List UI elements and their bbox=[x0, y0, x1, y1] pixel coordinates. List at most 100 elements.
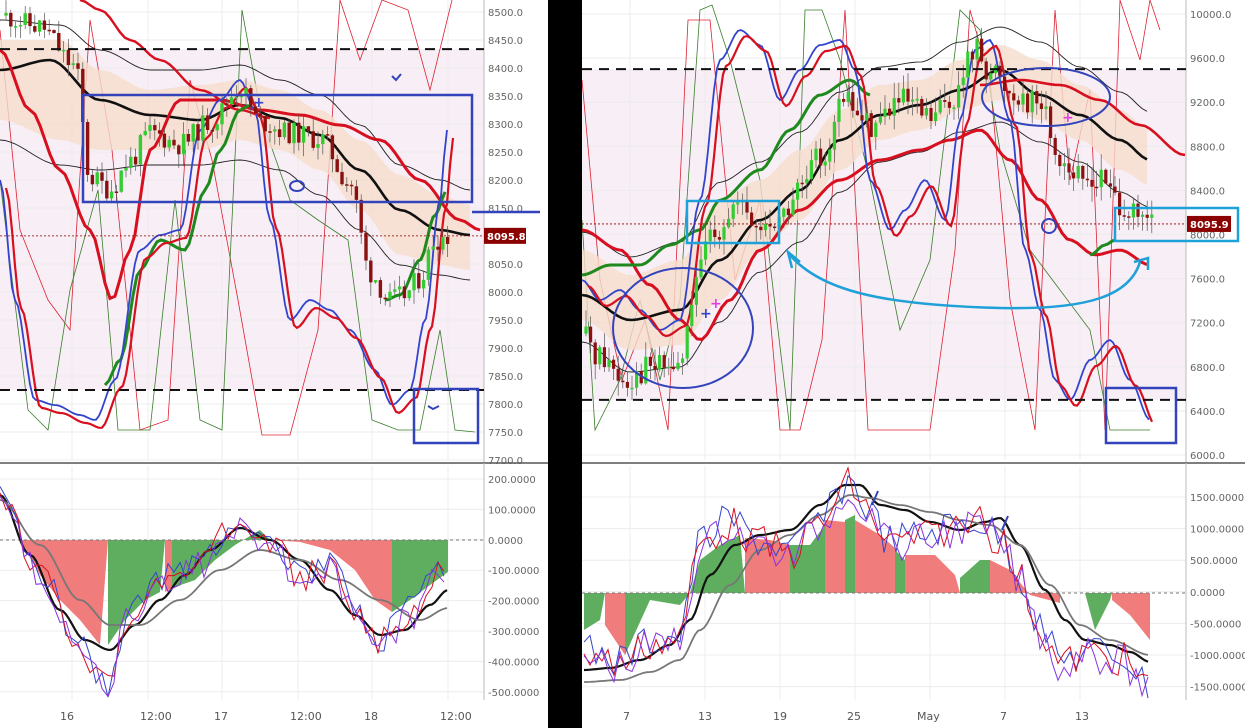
candle-body bbox=[297, 122, 301, 143]
candle-body bbox=[364, 232, 368, 261]
candle-body bbox=[345, 184, 349, 186]
price-tick-label: 8400.0 bbox=[1190, 186, 1225, 197]
osc-tick-label: 1000.0000 bbox=[1190, 525, 1244, 536]
price-tick-label: 6400.0 bbox=[1190, 407, 1225, 418]
candle-body bbox=[1012, 93, 1016, 101]
signal-gray bbox=[584, 494, 1149, 683]
candle-body bbox=[23, 13, 27, 25]
candle-body bbox=[736, 202, 740, 205]
price-tick-label: 6800.0 bbox=[1190, 363, 1225, 374]
osc-tick-label: -400.0000 bbox=[488, 657, 539, 668]
candle-body bbox=[287, 122, 291, 144]
fast-line bbox=[0, 486, 445, 698]
candle-body bbox=[229, 97, 234, 105]
band-fill bbox=[582, 45, 1147, 350]
candle-body bbox=[763, 223, 767, 231]
candle-body bbox=[369, 260, 373, 283]
candle-body bbox=[1099, 169, 1103, 188]
candle-body bbox=[28, 13, 32, 27]
candle-body bbox=[167, 139, 171, 148]
price-tick-label: 8150.0 bbox=[488, 204, 523, 215]
outer-band-lower bbox=[581, 121, 1148, 373]
candle-body bbox=[1026, 93, 1030, 113]
ma-green-thick bbox=[581, 78, 871, 277]
candle-body bbox=[625, 381, 629, 388]
candle-body bbox=[1053, 137, 1057, 155]
candle-body bbox=[33, 26, 37, 32]
candle-body bbox=[1016, 100, 1020, 105]
ma-red-top bbox=[979, 78, 1186, 157]
candle-body bbox=[1067, 163, 1071, 173]
candle-body bbox=[292, 122, 296, 144]
candle-body bbox=[277, 129, 282, 138]
ma-green-right bbox=[1089, 238, 1115, 257]
candle-body bbox=[929, 108, 933, 122]
candle-body bbox=[874, 122, 878, 137]
current-price-label: 8095.8 bbox=[487, 232, 526, 243]
price-tick-label: 7600.0 bbox=[1190, 275, 1225, 286]
candle-body bbox=[316, 144, 320, 148]
candle-body bbox=[1131, 203, 1135, 218]
candle-body bbox=[998, 65, 1002, 77]
candle-body bbox=[1072, 172, 1076, 179]
candle-body bbox=[1150, 214, 1154, 218]
osc-tick-label: 500.0000 bbox=[1190, 556, 1238, 567]
hist-negative bbox=[165, 540, 172, 592]
current-price-label: 8095.9 bbox=[1190, 220, 1229, 231]
time-tick-label: 12:00 bbox=[290, 710, 322, 723]
time-tick-label: 16 bbox=[60, 710, 74, 723]
price-tick-label: 7900.0 bbox=[488, 344, 523, 355]
price-tick-label: 8350.0 bbox=[488, 92, 523, 103]
candle-body bbox=[906, 88, 910, 102]
annotation-circle bbox=[289, 180, 305, 192]
candle-body bbox=[383, 297, 387, 300]
candle-body bbox=[865, 113, 869, 121]
candle-body bbox=[71, 63, 75, 66]
candle-body bbox=[1141, 214, 1145, 217]
candle-body bbox=[90, 174, 95, 185]
time-tick-label: 7 bbox=[623, 710, 630, 723]
candle-body bbox=[306, 126, 311, 132]
candle-body bbox=[1127, 216, 1131, 218]
candle-body bbox=[417, 273, 421, 289]
candle-body bbox=[181, 133, 186, 155]
candle-body bbox=[791, 199, 795, 216]
candle-body bbox=[148, 125, 152, 131]
osc-tick-label: -500.0000 bbox=[488, 688, 539, 699]
candle-body bbox=[378, 280, 383, 298]
ma-red-thick bbox=[581, 128, 1148, 342]
candle-body bbox=[1035, 91, 1039, 104]
candle-body bbox=[593, 342, 597, 365]
candle-body bbox=[644, 356, 648, 384]
signal-gray bbox=[0, 499, 448, 626]
candle-body bbox=[1118, 192, 1122, 216]
hist-positive bbox=[960, 560, 990, 593]
candle-body bbox=[133, 156, 138, 165]
candle-body bbox=[676, 362, 680, 370]
candle-body bbox=[421, 279, 426, 289]
candle-body bbox=[1044, 106, 1048, 110]
candle-body bbox=[335, 159, 339, 172]
candle-body bbox=[124, 168, 128, 171]
candle-body bbox=[1021, 93, 1025, 105]
candle-body bbox=[388, 291, 392, 299]
candle-body bbox=[727, 218, 731, 228]
hist-negative bbox=[1112, 593, 1150, 640]
panel-divider bbox=[548, 0, 582, 728]
candle-body bbox=[1108, 183, 1112, 187]
candle-body bbox=[869, 113, 873, 137]
candle-body bbox=[42, 20, 47, 30]
candle-body bbox=[745, 200, 749, 213]
ma-red-thick bbox=[0, 48, 481, 301]
candle-body bbox=[635, 370, 639, 388]
candle-body bbox=[800, 182, 804, 185]
candle-body bbox=[407, 290, 411, 299]
candle-body bbox=[426, 249, 431, 280]
hist-positive bbox=[172, 530, 270, 588]
zigzag-red bbox=[581, 0, 1161, 431]
candle-body bbox=[1090, 179, 1094, 187]
candle-body bbox=[598, 347, 602, 365]
time-tick-label: 12:00 bbox=[440, 710, 472, 723]
candle-body bbox=[445, 236, 450, 244]
